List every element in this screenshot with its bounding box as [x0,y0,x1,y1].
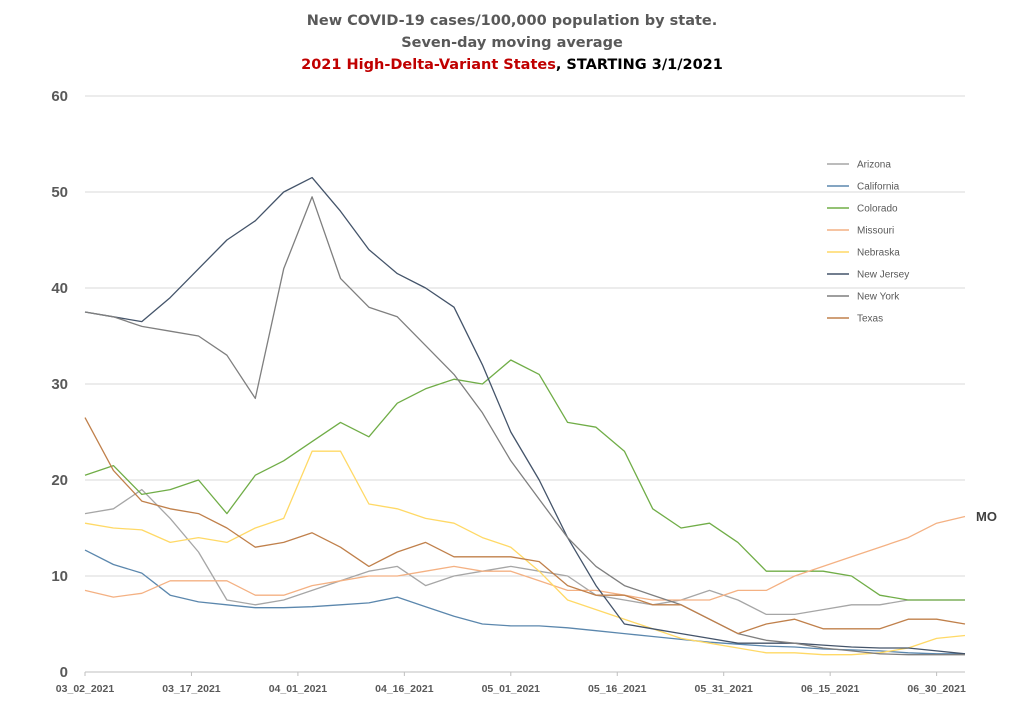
x-tick-label: 06_30_2021 [907,683,966,695]
title-line-2: Seven-day moving average [401,35,623,51]
y-tick-label: 30 [51,376,68,393]
series-line-new-jersey [84,176,966,655]
legend-label: New York [857,292,900,303]
x-tick-label: 03_02_2021 [56,683,115,695]
series-line-california [84,549,965,655]
x-tick-label: 05_01_2021 [482,683,541,695]
y-tick-label: 50 [51,184,68,201]
chart-title: New COVID-19 cases/100,000 population by… [0,10,1024,76]
legend-label: New Jersey [857,270,909,281]
y-tick-label: 20 [51,472,68,489]
x-tick-label: 06_15_2021 [801,683,860,695]
legend-label: Colorado [857,204,898,215]
y-axis-ticks: 0 10 20 30 40 50 60 [51,88,68,681]
x-tick-label: 03_17_2021 [162,683,221,695]
y-tick-label: 10 [51,568,68,585]
x-tick-label: 05_31_2021 [695,683,754,695]
title-line-1: New COVID-19 cases/100,000 population by… [306,13,718,29]
legend-label: Missouri [857,226,894,237]
series-line-arizona [84,488,965,616]
series-line-texas [84,417,966,635]
series-line-new-york [84,196,965,656]
legend-label: Arizona [857,160,891,171]
y-tick-label: 0 [60,664,68,681]
series-line-missouri [84,515,966,601]
gridlines [85,95,965,673]
title-line-3: 2021 High-Delta-Variant States, STARTING… [0,54,1024,76]
legend: Arizona California Colorado Missouri Nebrask… [827,160,909,325]
y-tick-label: 40 [51,280,68,297]
legend-label: California [857,182,900,193]
title-highlight: 2021 High-Delta-Variant States [301,57,556,73]
series-lines [84,176,966,656]
x-tick-label: 04_16_2021 [375,683,434,695]
x-tick-label: 04_01_2021 [269,683,328,695]
x-tick-label: 05_16_2021 [588,683,647,695]
title-rest: , STARTING 3/1/2021 [555,57,723,73]
legend-label: Texas [857,314,883,325]
y-tick-label: 60 [51,88,68,105]
x-axis-ticks: 03_02_2021 03_17_2021 04_01_2021 04_16_2021… [56,672,966,695]
series-line-colorado [84,359,965,601]
annotation-mo: MO [976,509,997,524]
series-line-nebraska [84,450,966,656]
legend-label: Nebraska [857,248,900,259]
